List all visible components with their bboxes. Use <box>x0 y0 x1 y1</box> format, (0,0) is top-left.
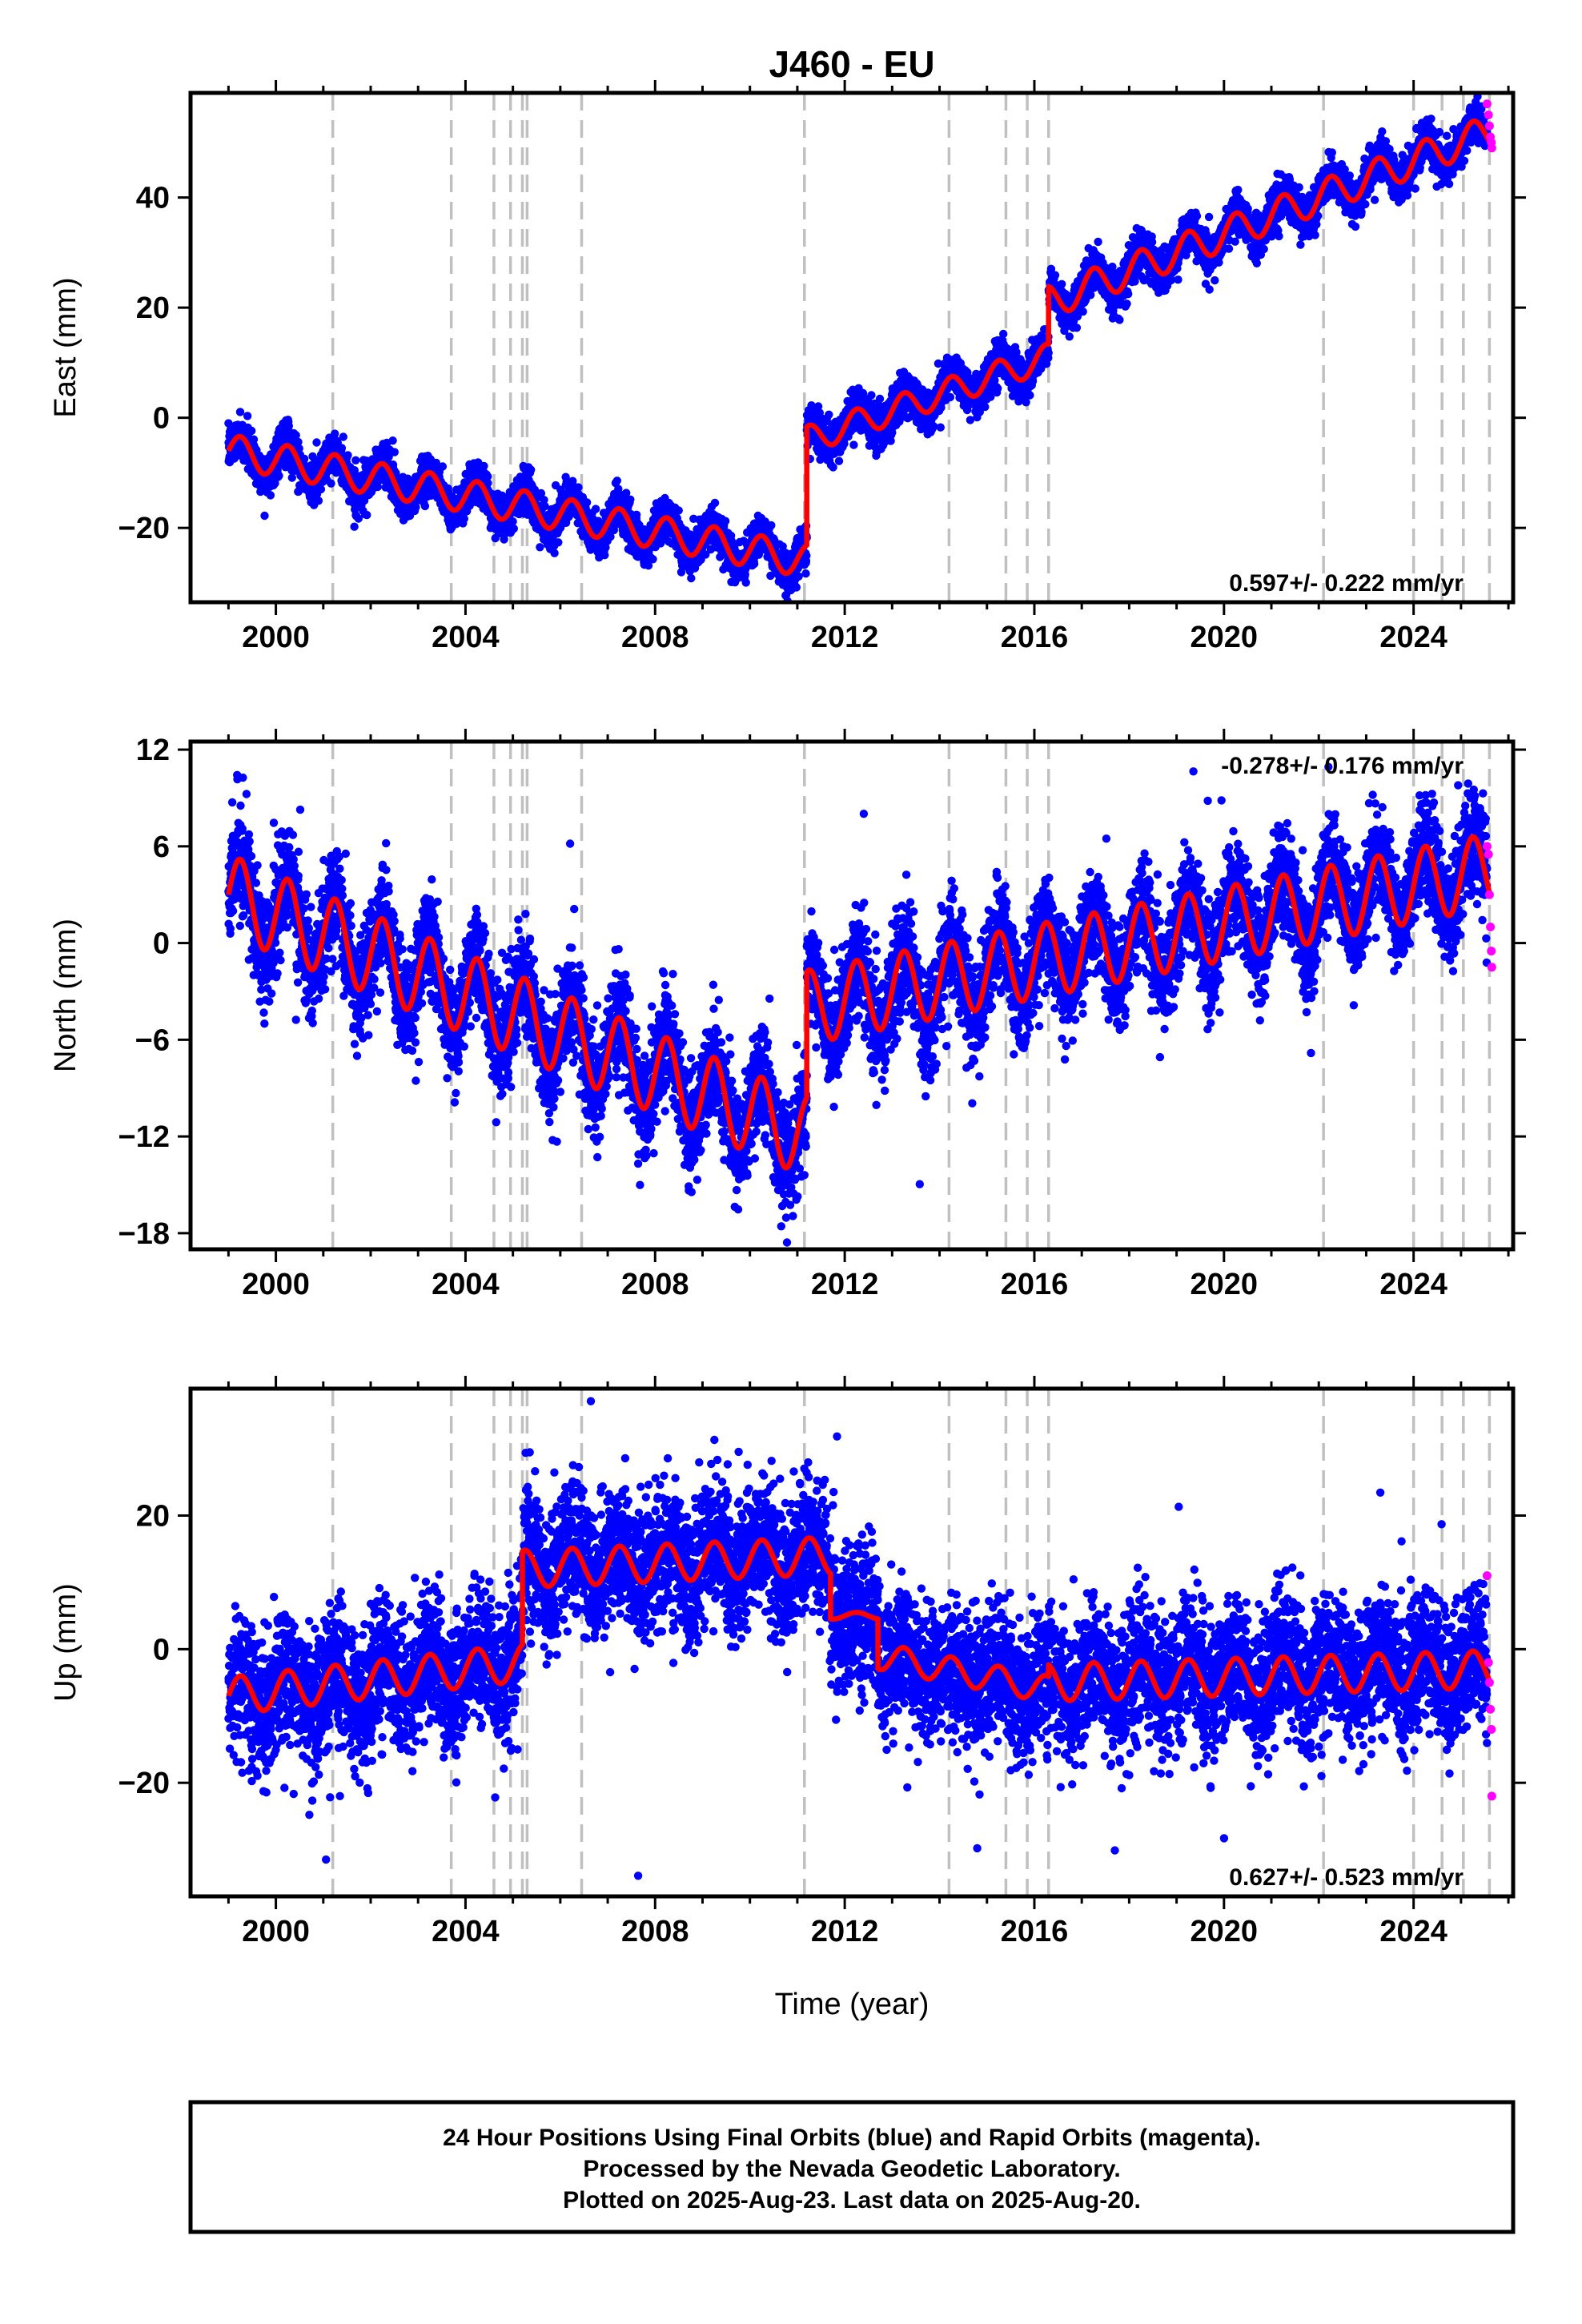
rapid-orbit-point <box>1487 947 1496 956</box>
model-fit-line <box>226 1535 1492 1714</box>
chart-title: J460 - EU <box>769 43 934 85</box>
x-tick-label: 2000 <box>242 1268 310 1301</box>
x-tick-label: 2016 <box>1001 621 1069 654</box>
y-axis-label: Up (mm) <box>49 1583 82 1702</box>
rapid-orbit-point <box>1484 121 1494 131</box>
y-tick-label: 20 <box>136 292 170 325</box>
y-axis-label: East (mm) <box>49 277 82 417</box>
x-tick-label: 2004 <box>432 621 500 654</box>
y-tick-label: 0 <box>153 402 170 436</box>
plot-area <box>224 1389 1496 1896</box>
rapid-orbit-points <box>1482 99 1496 153</box>
footer-frame <box>188 2100 1516 2234</box>
rate-label: -0.278+/- 0.176 mm/yr <box>1221 753 1464 779</box>
rapid-orbit-point <box>1484 850 1493 859</box>
model-fit-line <box>226 118 1492 577</box>
x-tick-label: 2004 <box>432 1915 500 1948</box>
rapid-orbit-point <box>1487 1791 1496 1801</box>
x-tick-label: 2016 <box>1001 1268 1069 1301</box>
y-tick-label: 6 <box>153 830 170 864</box>
y-tick-label: −20 <box>118 512 170 545</box>
x-tick-label: 2020 <box>1191 621 1259 654</box>
x-tick-label: 2020 <box>1191 1268 1259 1301</box>
rapid-orbit-point <box>1484 1678 1494 1687</box>
rapid-orbit-point <box>1484 111 1493 120</box>
y-tick-label: 40 <box>136 182 170 215</box>
x-tick-label: 2008 <box>621 1915 689 1948</box>
y-tick-label: −18 <box>118 1217 170 1251</box>
y-axis-label: North (mm) <box>49 919 82 1072</box>
plot-area <box>224 93 1496 602</box>
rapid-orbit-point <box>1487 1724 1496 1734</box>
plot-area <box>224 742 1496 1249</box>
x-tick-label: 2012 <box>811 1268 879 1301</box>
rapid-orbit-point <box>1486 1704 1496 1714</box>
rapid-orbit-point <box>1482 99 1492 109</box>
final-orbit-points <box>224 762 1492 1247</box>
east-panel: 2000 2004 2008 2012 2016 2020 2024 −20 0 20 40 East… <box>49 80 1526 654</box>
x-tick-label: 2024 <box>1379 621 1447 654</box>
rate-label: 0.627+/- 0.523 mm/yr <box>1229 1864 1464 1891</box>
footer-line-1: 24 Hour Positions Using Final Orbits (bl… <box>443 2125 1261 2151</box>
y-tick-label: −6 <box>135 1023 170 1057</box>
x-tick-label: 2024 <box>1379 1915 1447 1948</box>
x-tick-label: 2008 <box>621 1268 689 1301</box>
x-tick-label: 2000 <box>242 1915 310 1948</box>
rapid-orbit-point <box>1487 143 1496 153</box>
axes-frame <box>188 1386 1516 1899</box>
y-tick-label: 0 <box>153 927 170 961</box>
rapid-orbit-points <box>1482 842 1496 972</box>
x-axis-label: Time (year) <box>775 1988 930 2021</box>
model-fit-line <box>226 834 1492 1171</box>
rapid-orbit-point <box>1484 890 1494 899</box>
rapid-orbit-point <box>1487 963 1496 972</box>
x-tick-label: 2020 <box>1191 1915 1259 1948</box>
x-tick-label: 2012 <box>811 1915 879 1948</box>
y-tick-label: 20 <box>136 1500 170 1534</box>
y-tick-label: 12 <box>136 734 170 767</box>
final-orbit-points <box>224 93 1492 602</box>
final-orbit-points <box>224 1397 1492 1880</box>
x-tick-label: 2024 <box>1379 1268 1447 1301</box>
footer-box: 24 Hour Positions Using Final Orbits (bl… <box>188 2100 1516 2234</box>
axes-frame <box>188 90 1516 605</box>
x-tick-label: 2016 <box>1001 1915 1069 1948</box>
rate-label: 0.597+/- 0.222 mm/yr <box>1229 570 1464 597</box>
rapid-orbit-point <box>1484 1658 1493 1667</box>
y-tick-label: −12 <box>118 1120 170 1154</box>
north-panel: 2000 2004 2008 2012 2016 2020 2024 −18 −12 −6 0 6 12… <box>49 729 1526 1301</box>
rapid-orbit-point <box>1482 842 1492 851</box>
x-tick-label: 2008 <box>621 621 689 654</box>
up-panel: 2000 2004 2008 2012 2016 2020 2024 −20 0 20 Up (mm… <box>49 1376 1526 1948</box>
rapid-orbit-point <box>1486 922 1496 931</box>
footer-line-3: Plotted on 2025-Aug-23. Last data on 202… <box>563 2187 1141 2213</box>
axes-frame <box>188 739 1516 1252</box>
x-tick-label: 2004 <box>432 1268 500 1301</box>
footer-line-2: Processed by the Nevada Geodetic Laborat… <box>583 2156 1120 2182</box>
y-tick-label: −20 <box>118 1767 170 1800</box>
x-tick-label: 2000 <box>242 621 310 654</box>
rapid-orbit-point <box>1482 1571 1492 1581</box>
x-tick-label: 2012 <box>811 621 879 654</box>
y-tick-label: 0 <box>153 1633 170 1667</box>
rapid-orbit-points <box>1482 1571 1496 1801</box>
